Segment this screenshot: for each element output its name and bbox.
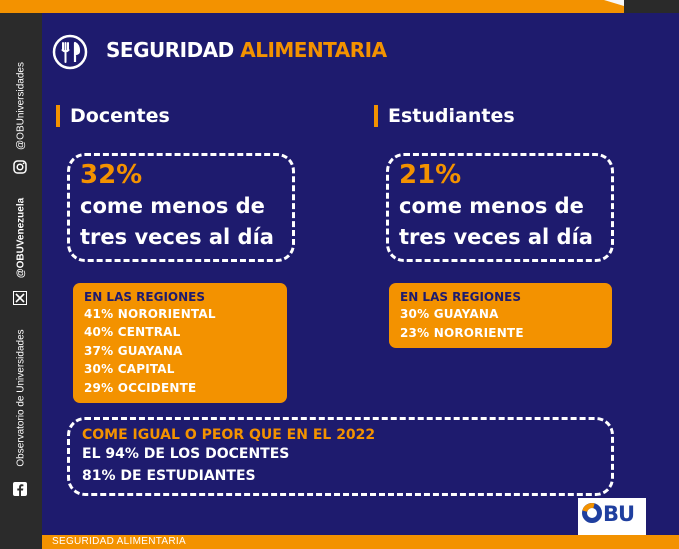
docentes-region-item: 41% NORORIENTAL [84, 307, 216, 321]
footer-label: SEGURIDAD ALIMENTARIA [52, 536, 186, 547]
docentes-regions-box [73, 283, 287, 403]
docentes-region-item: 29% OCCIDENTE [84, 381, 197, 395]
top-accent-bar [0, 0, 679, 13]
docentes-region-item: 40% CENTRAL [84, 325, 181, 339]
instagram-icon [13, 160, 27, 174]
docentes-heading-text: Docentes [70, 105, 170, 127]
estudiantes-stat-line1: come menos de [399, 194, 584, 218]
page-title: SEGURIDAD ALIMENTARIA [106, 38, 387, 62]
docentes-stat-box [67, 153, 295, 262]
estudiantes-heading-text: Estudiantes [388, 105, 515, 127]
logo-o-arc [578, 499, 606, 527]
comparison-title: COME IGUAL O PEOR QUE EN EL 2022 [82, 427, 376, 443]
heading-marker [56, 105, 60, 127]
facebook-icon [13, 482, 27, 496]
estudiantes-stat-line2: tres veces al día [399, 225, 593, 249]
plate-cutlery-icon [52, 34, 88, 70]
top-bar-tab [604, 0, 624, 6]
logo-text: BU [603, 502, 635, 526]
docentes-region-item: 37% GUAYANA [84, 344, 183, 358]
title-part2: ALIMENTARIA [240, 38, 387, 62]
logo-o-ring [582, 503, 602, 523]
docentes-stat-line2: tres veces al día [80, 225, 274, 249]
estudiantes-regions-box [389, 283, 612, 348]
estudiantes-heading: Estudiantes [374, 104, 515, 128]
docentes-percent: 32% [80, 160, 143, 190]
comparison-line2: 81% DE ESTUDIANTES [82, 468, 256, 484]
instagram-handle: @OBUniversidades [15, 62, 27, 150]
docentes-regions-title: EN LAS REGIONES [84, 290, 206, 304]
docentes-stat-line1: come menos de [80, 194, 265, 218]
x-icon [13, 291, 27, 305]
estudiantes-region-item: 30% GUAYANA [400, 307, 499, 321]
social-sidebar: @OBUniversidades @OBUVenezuela Observato… [0, 13, 42, 549]
top-bar-corner [624, 0, 679, 13]
footer-bar: SEGURIDAD ALIMENTARIA [42, 535, 679, 549]
comparison-line1: EL 94% DE LOS DOCENTES [82, 446, 290, 462]
comparison-box [67, 417, 614, 496]
estudiantes-region-item: 23% NORORIENTE [400, 326, 524, 340]
docentes-heading: Docentes [56, 104, 170, 128]
estudiantes-stat-box [386, 153, 614, 262]
estudiantes-regions-title: EN LAS REGIONES [400, 290, 522, 304]
facebook-handle: Observatorio de Universidades [15, 329, 27, 467]
docentes-region-item: 30% CAPITAL [84, 362, 175, 376]
estudiantes-percent: 21% [399, 160, 462, 190]
x-handle: @OBUVenezuela [15, 197, 27, 279]
title-part1: SEGURIDAD [106, 38, 234, 62]
obu-logo: BU [578, 498, 646, 535]
heading-marker [374, 105, 378, 127]
